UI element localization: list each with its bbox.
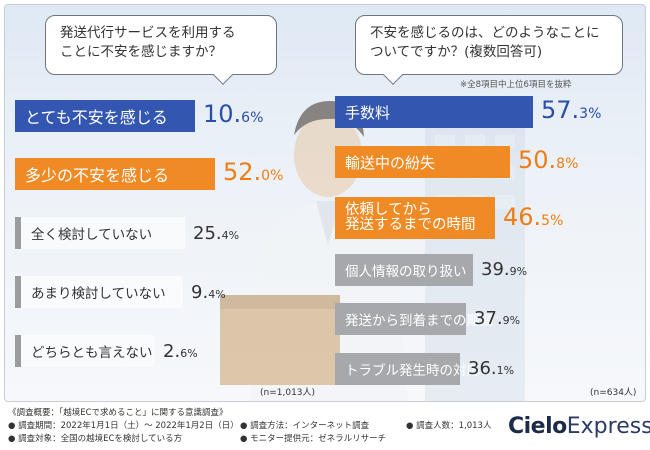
survey-provider: ● モニター提供元：ゼネラルリサーチ: [240, 434, 387, 444]
survey-title: 《調査概要：「越境ECで求めること」に関する意識調査》: [8, 408, 228, 418]
left-bar-1: 多少の不安を感じる: [15, 158, 215, 190]
left-value-4: 2.6%: [163, 341, 198, 362]
right-bar-1: 輸送中の紛失: [335, 146, 510, 178]
right-bar-0: 手数料: [335, 96, 533, 128]
left-value-0: 10.6%: [203, 100, 264, 128]
survey-period: ● 調査期間：2022年1月1日（土）～ 2022年1月2日（日）: [8, 421, 239, 431]
right-value-5: 36.1%: [468, 358, 515, 379]
left-question-line-2: ことに不安を感じますか？: [60, 44, 222, 60]
right-sample-size: (n=634人): [590, 388, 637, 398]
left-value-2: 25.4%: [193, 223, 240, 244]
right-value-4: 37.9%: [474, 308, 521, 329]
logo-light: Express: [566, 414, 650, 439]
left-value-1: 52.0%: [223, 158, 284, 186]
left-bar-2: 全く検討していない: [15, 217, 185, 249]
right-question-line-2: ついてですか？(複数回答可): [370, 44, 543, 60]
left-bar-4: どちらとも言えない: [15, 335, 155, 367]
delivery-person-background: [220, 101, 408, 401]
right-question-line-1: 不安を感じるのは、どのようなことに: [370, 25, 600, 41]
left-bar-0: とても不安を感じる: [15, 100, 195, 132]
left-value-3: 9.4%: [191, 282, 226, 303]
right-value-2: 46.5%: [503, 203, 564, 231]
left-sample-size: (n=1,013人): [260, 388, 316, 398]
survey-target: ● 調査対象：全国の越境ECを検討している方: [8, 434, 183, 444]
right-question-bubble: 不安を感じるのは、どのようなことに ついてですか？(複数回答可): [355, 15, 623, 85]
left-bar-3: あまり検討していない: [15, 276, 183, 308]
right-value-3: 39.9%: [481, 259, 528, 280]
right-bar-4: 発送から到着までの期間: [335, 303, 494, 335]
right-bar-2: 依頼してから 発送するまでの時間: [335, 197, 495, 239]
left-question-line-1: 発送代行サービスを利用する: [60, 25, 236, 41]
left-question-bubble: 発送代行サービスを利用する ことに不安を感じますか？: [45, 15, 277, 85]
logo-bold: Cielo: [508, 414, 567, 439]
right-bar-5: トラブル発生時の対応: [335, 353, 480, 385]
survey-count: ● 調査人数：1,013人: [406, 421, 492, 431]
right-value-1: 50.8%: [518, 146, 579, 174]
right-footnote: ※全8項目中上位6項目を抜粋: [460, 80, 572, 90]
right-bar-3: 個人情報の取り扱い: [335, 254, 473, 286]
right-value-0: 57.3%: [541, 96, 602, 124]
cielo-express-logo: CieloExpress: [508, 414, 650, 439]
survey-method: ● 調査方法：インターネット調査: [240, 421, 370, 431]
chart-panel: 発送代行サービスを利用する ことに不安を感じますか？ 不安を感じるのは、どのよう…: [4, 4, 646, 402]
